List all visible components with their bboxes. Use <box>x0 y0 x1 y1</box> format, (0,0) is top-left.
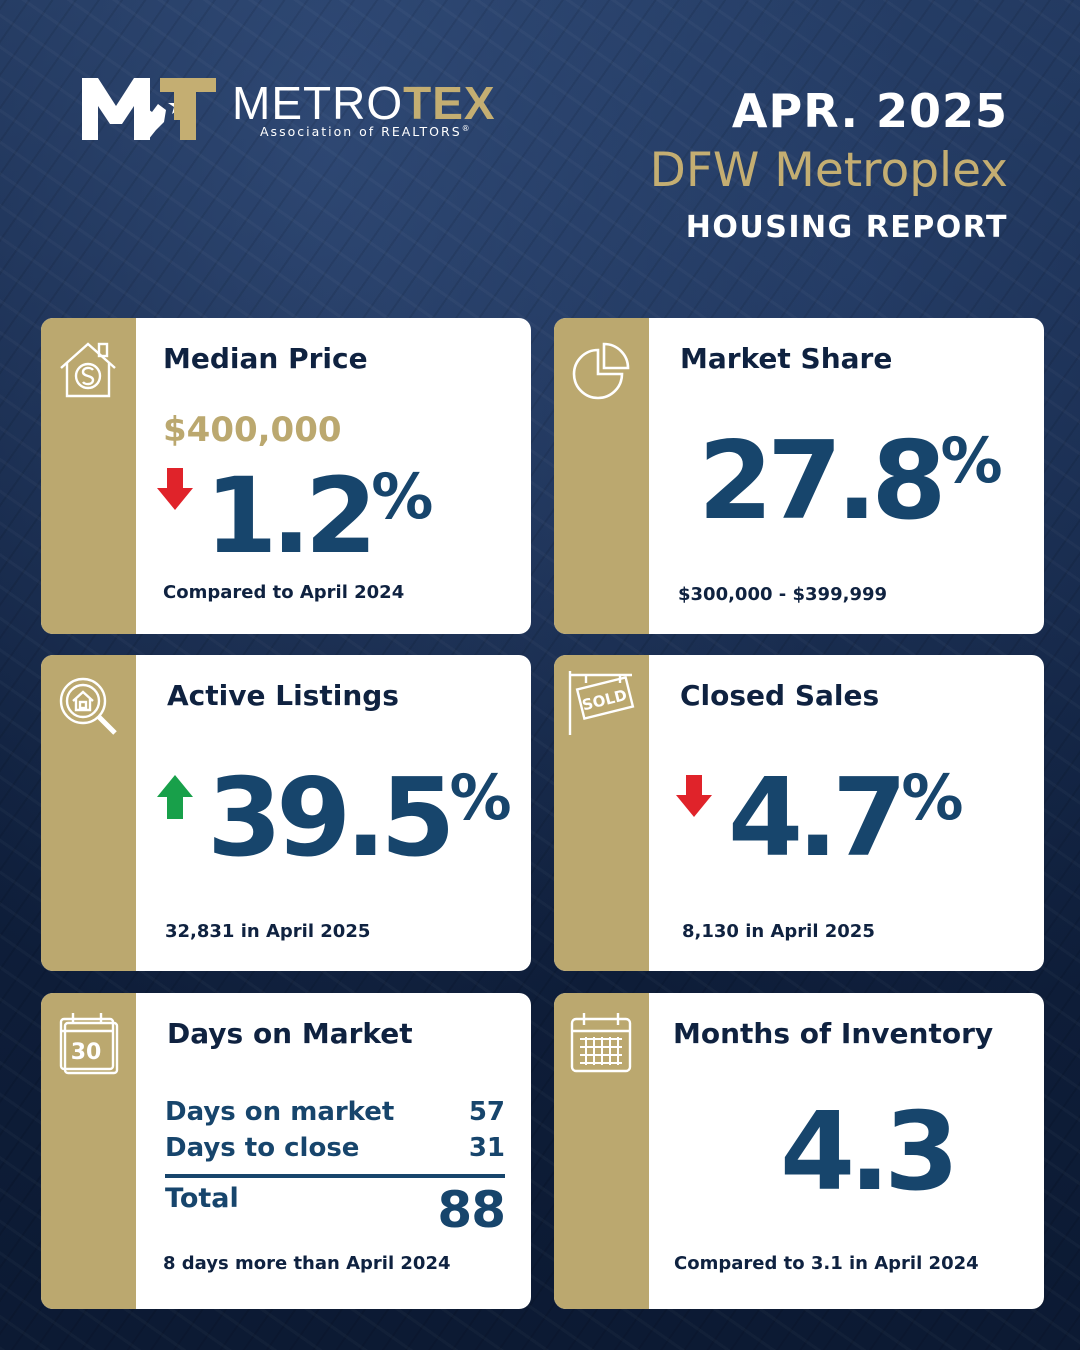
days-on-market-card: 30 Days on Market Days on market 57 Days… <box>41 993 531 1309</box>
card-side-band <box>554 318 649 634</box>
report-region: DFW Metroplex <box>649 143 1008 198</box>
arrow-down-icon <box>676 775 712 817</box>
divider <box>165 1174 505 1178</box>
card-note: Compared to April 2024 <box>163 582 405 603</box>
report-date: APR. 2025 <box>731 84 1008 138</box>
dom-total-label: Total <box>165 1183 239 1214</box>
market-share-value: 27.8% <box>698 419 1003 544</box>
house-search-icon <box>59 677 117 735</box>
calendar-30-icon: 30 <box>59 1013 119 1075</box>
logo-wordmark: METROTEX <box>232 77 496 129</box>
arrow-down-icon <box>157 468 193 510</box>
active-listings-card: Active Listings 39.5% 32,831 in April 20… <box>41 655 531 971</box>
metrotex-logo: METROTEX Association of REALTORS® <box>82 76 512 142</box>
pie-chart-icon <box>572 342 630 400</box>
logo-tagline: Association of REALTORS® <box>260 124 472 140</box>
median-price-card: Median Price $400,000 1.2% Compared to A… <box>41 318 531 634</box>
card-title: Active Listings <box>167 679 399 712</box>
card-note: 8 days more than April 2024 <box>163 1253 451 1274</box>
months-of-inventory-card: Months of Inventory 4.3 Compared to 3.1 … <box>554 993 1044 1309</box>
sold-sign-icon: SOLD <box>568 671 635 735</box>
active-listings-change: 39.5% <box>207 756 512 881</box>
card-title: Median Price <box>163 342 368 375</box>
card-note: $300,000 - $399,999 <box>678 584 888 605</box>
arrow-up-icon <box>157 775 193 819</box>
median-price-value: $400,000 <box>163 410 342 450</box>
card-title: Closed Sales <box>680 679 880 712</box>
card-note: 32,831 in April 2025 <box>165 921 371 942</box>
logo-mark-icon <box>82 78 216 140</box>
closed-sales-card: SOLD Closed Sales 4.7% 8,130 in April 20… <box>554 655 1044 971</box>
card-title: Market Share <box>680 342 893 375</box>
card-note: 8,130 in April 2025 <box>682 921 875 942</box>
months-inventory-value: 4.3 <box>780 1090 959 1215</box>
report-subtitle: HOUSING REPORT <box>685 210 1008 245</box>
market-share-card: Market Share 27.8% $300,000 - $399,999 <box>554 318 1044 634</box>
card-side-band <box>41 655 136 971</box>
card-title: Days on Market <box>167 1017 413 1050</box>
calendar-grid-icon <box>570 1013 632 1073</box>
report-title-block: APR. 2025 DFW Metroplex HOUSING REPORT <box>650 84 1008 250</box>
card-side-band <box>41 318 136 634</box>
svg-text:30: 30 <box>71 1040 102 1065</box>
card-note: Compared to 3.1 in April 2024 <box>674 1253 979 1274</box>
closed-sales-change: 4.7% <box>728 756 963 881</box>
median-price-change: 1.2% <box>205 455 433 577</box>
dom-total-value: 88 <box>437 1181 506 1239</box>
house-dollar-icon <box>60 342 116 398</box>
card-side-band <box>41 993 136 1309</box>
card-title: Months of Inventory <box>673 1017 994 1050</box>
